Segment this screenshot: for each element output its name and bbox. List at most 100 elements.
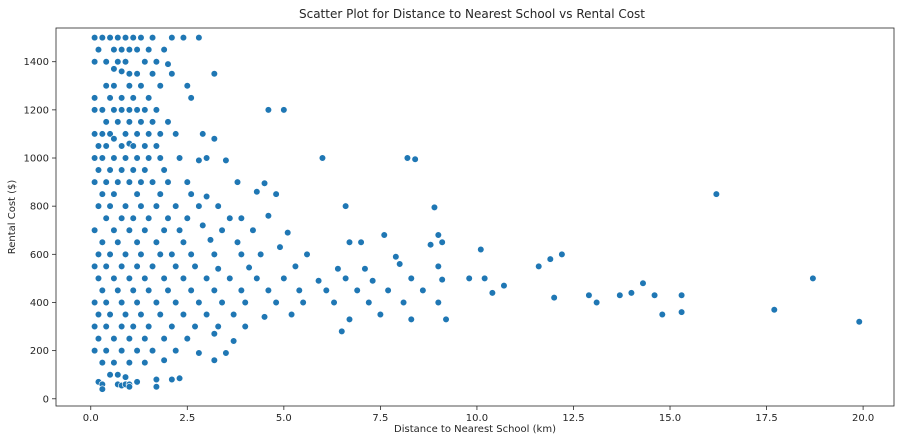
data-point <box>272 298 280 307</box>
data-point <box>145 154 153 162</box>
data-point <box>434 231 442 239</box>
data-point <box>94 166 103 174</box>
data-point <box>94 274 103 282</box>
data-point <box>141 142 149 150</box>
data-point <box>125 178 133 186</box>
data-point <box>399 298 408 307</box>
data-point <box>272 190 280 198</box>
data-point <box>152 142 161 150</box>
data-point <box>253 188 261 196</box>
data-point <box>106 250 114 258</box>
x-tick-label: 17.5 <box>755 413 777 424</box>
plot-frame <box>55 27 895 407</box>
data-point <box>558 250 566 258</box>
data-point <box>210 70 218 78</box>
data-point <box>342 202 350 210</box>
data-point <box>411 155 419 163</box>
data-point <box>125 274 133 282</box>
data-point <box>585 291 593 299</box>
data-point <box>118 166 126 174</box>
data-point <box>91 347 99 355</box>
data-point <box>141 226 149 234</box>
data-point <box>145 214 153 222</box>
data-point <box>627 289 636 297</box>
data-point <box>199 221 207 230</box>
data-point <box>233 238 242 246</box>
data-point <box>118 347 126 355</box>
data-point <box>183 214 191 222</box>
data-point <box>168 322 176 331</box>
data-point <box>91 94 99 102</box>
data-point <box>129 214 137 222</box>
data-point <box>287 310 296 319</box>
data-point <box>106 94 114 102</box>
data-point <box>222 156 230 165</box>
data-point <box>125 118 133 126</box>
data-point <box>438 238 446 246</box>
data-point <box>175 226 184 234</box>
data-point <box>102 298 110 307</box>
data-point <box>245 263 253 272</box>
data-point <box>133 190 141 198</box>
data-point <box>91 298 99 307</box>
data-point <box>94 310 103 319</box>
data-point <box>303 250 311 258</box>
y-tick-label: 600 <box>30 250 49 261</box>
data-point <box>102 347 110 355</box>
data-point <box>338 327 346 335</box>
x-axis: 0.0 2.5 5.0 7.5 10.0 12.5 15.0 17.5 20.0 <box>83 406 874 424</box>
data-point <box>809 274 817 282</box>
data-point <box>137 178 145 186</box>
data-point <box>125 334 133 343</box>
data-point <box>237 286 245 295</box>
data-point <box>110 274 118 282</box>
data-point <box>106 34 114 42</box>
data-point <box>264 286 272 295</box>
data-point <box>160 356 168 364</box>
data-point <box>98 238 106 246</box>
data-point <box>226 274 234 282</box>
y-axis: 0 200 400 600 800 1000 1200 1400 <box>24 57 56 405</box>
data-point <box>156 250 164 258</box>
data-point <box>129 166 137 174</box>
y-tick-label: 0 <box>43 394 49 405</box>
data-point <box>125 226 133 234</box>
data-point <box>152 383 161 391</box>
data-point <box>98 286 106 295</box>
data-point <box>118 67 126 75</box>
data-point <box>125 46 133 54</box>
data-point <box>91 226 99 234</box>
data-point <box>114 34 122 42</box>
data-point <box>110 106 118 114</box>
data-point <box>218 298 226 307</box>
data-point <box>172 298 180 307</box>
data-point <box>593 298 601 307</box>
data-point <box>183 334 191 343</box>
data-point <box>121 34 130 42</box>
data-point <box>535 262 543 270</box>
data-point <box>260 313 269 321</box>
data-point <box>550 294 558 302</box>
data-point <box>210 330 218 338</box>
data-point <box>152 238 161 246</box>
data-point <box>114 286 122 295</box>
data-point <box>133 347 141 355</box>
data-point <box>156 82 164 90</box>
data-point <box>114 371 122 379</box>
data-point <box>110 46 118 54</box>
data-point <box>160 226 168 234</box>
data-point <box>295 286 303 295</box>
data-point <box>342 274 350 282</box>
plot-area <box>55 27 895 407</box>
data-point <box>160 274 168 282</box>
data-point <box>264 212 272 220</box>
x-tick-label: 12.5 <box>562 413 584 424</box>
data-point <box>438 275 446 284</box>
data-point <box>106 310 114 319</box>
data-point <box>380 231 388 239</box>
y-tick-label: 800 <box>30 202 49 213</box>
y-tick-label: 1200 <box>24 105 49 116</box>
data-point <box>396 260 404 268</box>
data-point <box>160 166 168 174</box>
data-point <box>365 298 373 307</box>
